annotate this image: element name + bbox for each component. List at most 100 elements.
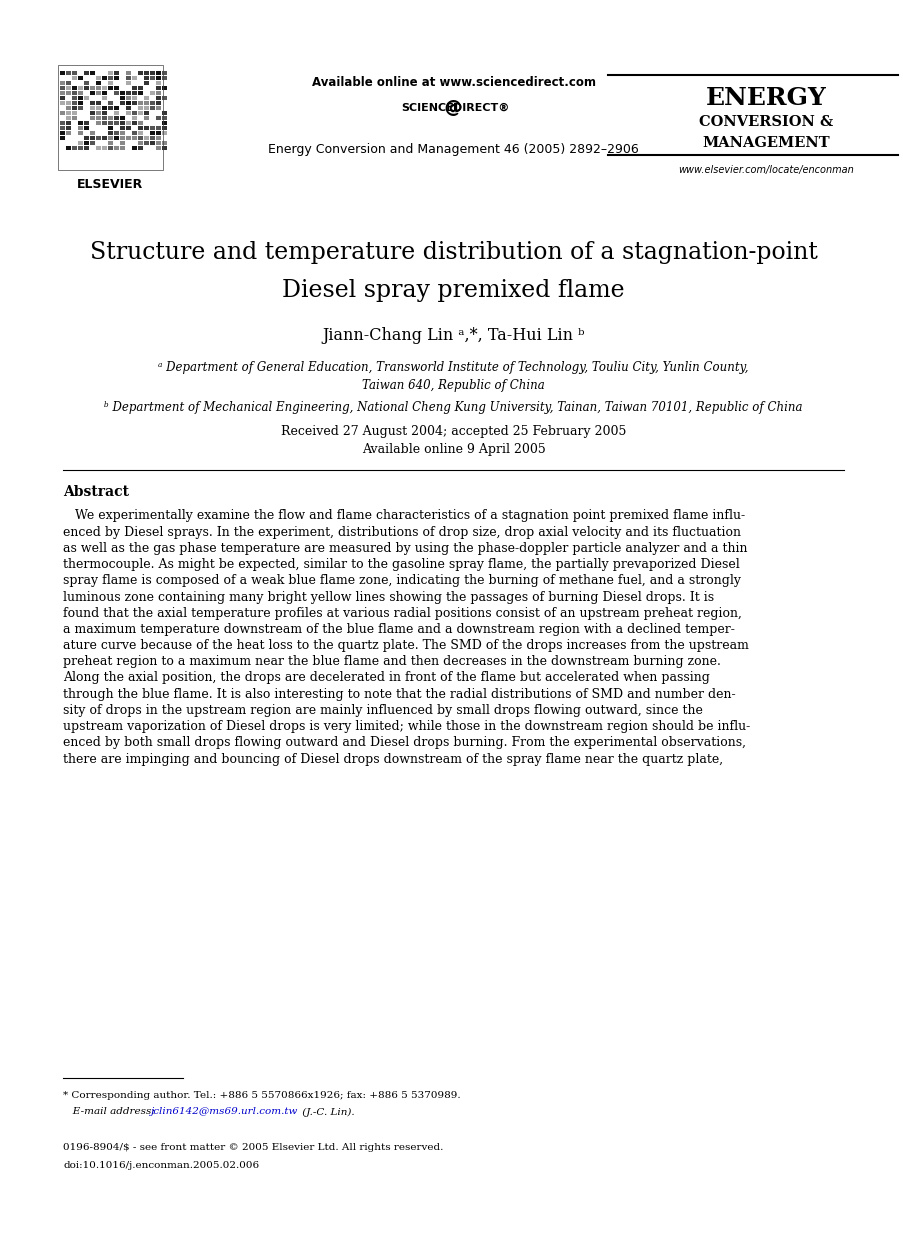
- Bar: [150, 136, 155, 140]
- Bar: [150, 126, 155, 130]
- Text: ENERGY: ENERGY: [706, 85, 827, 110]
- Text: Available online at www.sciencedirect.com: Available online at www.sciencedirect.co…: [311, 76, 596, 88]
- Text: Jiann-Chang Lin ᵃ,*, Ta-Hui Lin ᵇ: Jiann-Chang Lin ᵃ,*, Ta-Hui Lin ᵇ: [322, 327, 585, 343]
- Text: Along the axial position, the drops are decelerated in front of the flame but ac: Along the axial position, the drops are …: [63, 671, 710, 685]
- Bar: [126, 111, 131, 115]
- Bar: [126, 126, 131, 130]
- Bar: [60, 71, 65, 76]
- Bar: [84, 80, 89, 85]
- Bar: [72, 136, 77, 140]
- Text: CONVERSION &: CONVERSION &: [699, 115, 834, 129]
- Bar: [132, 136, 137, 140]
- Bar: [162, 111, 167, 115]
- Bar: [144, 126, 149, 130]
- Bar: [60, 116, 65, 120]
- Bar: [60, 85, 65, 90]
- Bar: [114, 102, 119, 105]
- Bar: [78, 146, 83, 150]
- Bar: [156, 146, 161, 150]
- Text: DIRECT®: DIRECT®: [454, 103, 510, 113]
- Bar: [66, 97, 71, 100]
- Bar: [66, 85, 71, 90]
- Bar: [132, 92, 137, 95]
- Text: Diesel spray premixed flame: Diesel spray premixed flame: [282, 279, 625, 302]
- Bar: [72, 92, 77, 95]
- Bar: [108, 131, 113, 135]
- Bar: [144, 131, 149, 135]
- Bar: [78, 76, 83, 80]
- Text: Available online 9 April 2005: Available online 9 April 2005: [362, 442, 545, 456]
- Bar: [66, 126, 71, 130]
- Bar: [114, 97, 119, 100]
- Bar: [72, 71, 77, 76]
- Bar: [78, 136, 83, 140]
- Bar: [138, 141, 143, 145]
- Bar: [150, 131, 155, 135]
- Bar: [114, 141, 119, 145]
- Bar: [144, 97, 149, 100]
- Bar: [162, 121, 167, 125]
- Bar: [66, 106, 71, 110]
- Bar: [102, 106, 107, 110]
- Bar: [102, 97, 107, 100]
- Text: through the blue flame. It is also interesting to note that the radial distribut: through the blue flame. It is also inter…: [63, 687, 736, 701]
- Bar: [132, 71, 137, 76]
- Bar: [150, 71, 155, 76]
- Bar: [60, 97, 65, 100]
- Bar: [102, 71, 107, 76]
- Bar: [90, 92, 95, 95]
- Bar: [78, 131, 83, 135]
- Text: thermocouple. As might be expected, similar to the gasoline spray flame, the par: thermocouple. As might be expected, simi…: [63, 558, 740, 571]
- Bar: [60, 111, 65, 115]
- Bar: [138, 131, 143, 135]
- Bar: [114, 111, 119, 115]
- Bar: [150, 106, 155, 110]
- Bar: [96, 141, 101, 145]
- Bar: [150, 85, 155, 90]
- Bar: [96, 71, 101, 76]
- Bar: [132, 106, 137, 110]
- Bar: [114, 146, 119, 150]
- Text: E-mail address:: E-mail address:: [63, 1108, 158, 1117]
- Bar: [102, 126, 107, 130]
- Bar: [144, 76, 149, 80]
- Bar: [96, 121, 101, 125]
- Bar: [132, 111, 137, 115]
- Bar: [108, 141, 113, 145]
- Bar: [132, 126, 137, 130]
- Bar: [60, 92, 65, 95]
- Text: ᵇ Department of Mechanical Engineering, National Cheng Kung University, Tainan, : ᵇ Department of Mechanical Engineering, …: [104, 401, 803, 413]
- Bar: [72, 121, 77, 125]
- Bar: [150, 146, 155, 150]
- Text: ᵃ Department of General Education, Transworld Institute of Technology, Touliu Ci: ᵃ Department of General Education, Trans…: [158, 361, 749, 375]
- Bar: [90, 106, 95, 110]
- Bar: [150, 102, 155, 105]
- Bar: [120, 141, 125, 145]
- Bar: [156, 131, 161, 135]
- Bar: [96, 80, 101, 85]
- Bar: [84, 111, 89, 115]
- Bar: [90, 141, 95, 145]
- Bar: [162, 126, 167, 130]
- Bar: [72, 141, 77, 145]
- Bar: [138, 80, 143, 85]
- Text: (J.-C. Lin).: (J.-C. Lin).: [299, 1108, 355, 1117]
- Text: Energy Conversion and Management 46 (2005) 2892–2906: Energy Conversion and Management 46 (200…: [268, 144, 639, 156]
- Text: Abstract: Abstract: [63, 485, 129, 499]
- Bar: [132, 76, 137, 80]
- Bar: [126, 106, 131, 110]
- Bar: [84, 136, 89, 140]
- Bar: [78, 126, 83, 130]
- Bar: [120, 116, 125, 120]
- Bar: [108, 111, 113, 115]
- Bar: [126, 80, 131, 85]
- Bar: [144, 71, 149, 76]
- Bar: [132, 85, 137, 90]
- Bar: [120, 85, 125, 90]
- Bar: [132, 141, 137, 145]
- Bar: [102, 116, 107, 120]
- Text: Structure and temperature distribution of a stagnation-point: Structure and temperature distribution o…: [90, 241, 817, 265]
- Text: 0196-8904/$ - see front matter © 2005 Elsevier Ltd. All rights reserved.: 0196-8904/$ - see front matter © 2005 El…: [63, 1144, 444, 1153]
- Bar: [138, 106, 143, 110]
- Bar: [72, 126, 77, 130]
